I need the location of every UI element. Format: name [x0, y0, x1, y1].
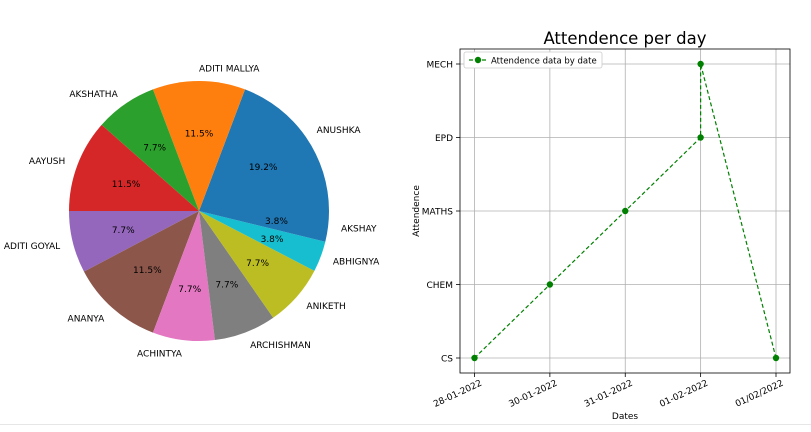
pie-label-achintya: ACHINTYA [137, 349, 183, 359]
data-point [546, 281, 554, 288]
chart-title: Attendence per day [543, 29, 706, 48]
pie-label-ananya: ANANYA [68, 315, 106, 325]
pie-slice-aniketh [199, 211, 315, 318]
pie-label-aayush: AAYUSH [29, 157, 65, 167]
pie-slice-achintya [152, 211, 215, 341]
pie-slice-anushka [199, 89, 329, 211]
pie-label-abhignya: ABHIGNYA [333, 258, 380, 268]
pie-slice-ananya [83, 211, 199, 333]
pie-slice-aditi-goyal [69, 211, 199, 272]
pie-pct-label-ananya: 11.5% [133, 266, 162, 276]
legend-label: Attendence data by date [491, 57, 597, 67]
data-point [772, 354, 780, 362]
pie-label-aniketh: ANIKETH [306, 302, 345, 312]
y-axis-label: Attendence [412, 185, 422, 237]
pie-pct-label-aditi-mallya: 11.5% [185, 130, 214, 140]
pie-pct-label-aditi-goyal: 7.7% [112, 226, 135, 236]
pie-pct-label-akshay: 3.8% [265, 217, 288, 227]
x-tick-label: 01-02-2022 [658, 379, 710, 410]
data-point [697, 60, 704, 68]
pie-pct-label-abhignya: 3.8% [261, 235, 284, 245]
y-tick-label: CS [441, 355, 453, 365]
pie-pct-label-achintya: 7.7% [178, 285, 201, 295]
pie-label-akshay: AKSHAY [341, 225, 377, 235]
bottom-divider [0, 424, 811, 425]
x-tick-label: 01/02/2022 [734, 379, 785, 410]
pie-label-aditi-mallya: ADITI MALLYA [199, 65, 260, 75]
x-tick-label: 30-01-2022 [508, 379, 560, 410]
x-tick-label: 31-01-2022 [583, 379, 635, 410]
pie-slice-abhignya [199, 211, 326, 271]
pie-label-anushka: ANUSHKA [317, 126, 362, 136]
pie-pct-label-aniketh: 7.7% [246, 259, 269, 269]
pie-label-archishman: ARCHISHMAN [250, 341, 311, 351]
pie-slice-aditi-mallya [152, 81, 246, 211]
data-point [622, 207, 629, 215]
pie-pct-label-archishman: 7.7% [215, 280, 238, 290]
pie-chart: 19.2% ANUSHKA 11.5% ADITI MALLYA 7.7% AKSHATH… [4, 65, 380, 360]
y-tick-label: EPD [435, 134, 453, 144]
data-point [471, 354, 478, 362]
x-tick-label: 28-01-2022 [432, 379, 484, 410]
pie-slice-akshatha [101, 89, 199, 211]
x-axis-label: Dates [612, 412, 639, 422]
pie-slice-aayush [69, 124, 199, 211]
legend-marker [474, 56, 482, 64]
pie-label-akshatha: AKSHATHA [69, 90, 118, 100]
pie-slice-archishman [199, 211, 274, 341]
y-tick-label: MATHS [422, 208, 453, 218]
pie-label-aditi-goyal: ADITI GOYAL [4, 242, 60, 252]
y-tick-label: CHEM [426, 281, 453, 291]
pie-pct-label-akshatha: 7.7% [143, 143, 166, 153]
pie-pct-label-aayush: 11.5% [112, 180, 141, 190]
series-line [474, 63, 777, 359]
pie-pct-label-anushka: 19.2% [249, 163, 278, 173]
pie-slice-akshay [199, 211, 329, 242]
data-point [697, 134, 704, 141]
legend-box [463, 51, 603, 69]
line-chart: 28-01-2022 30-01-2022 31-01-2022 01-02-2022… [412, 29, 791, 422]
y-tick-label: MECH [426, 61, 453, 71]
